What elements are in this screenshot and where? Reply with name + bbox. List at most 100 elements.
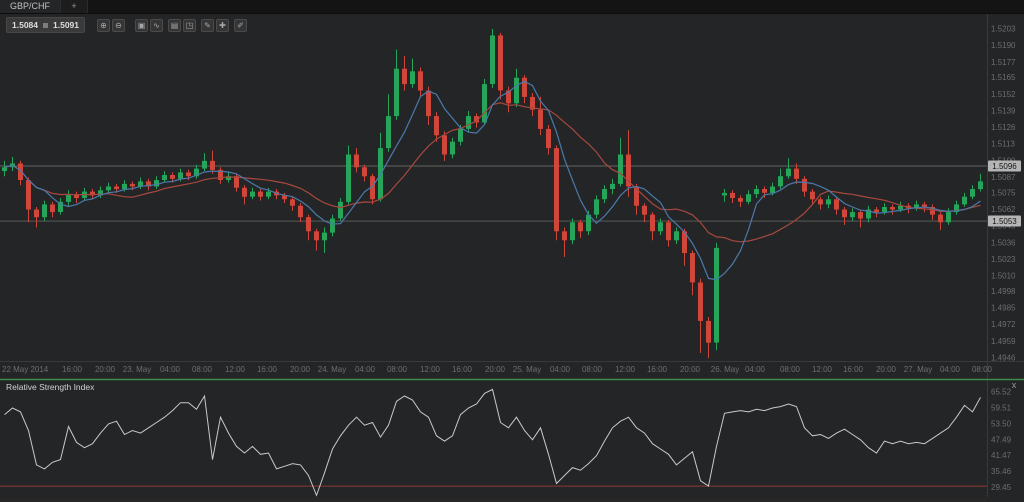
draw-button[interactable]: ✎ (201, 18, 214, 32)
candle-body (42, 204, 47, 218)
candle-body (930, 207, 935, 215)
templates-button[interactable]: ▤ (168, 18, 181, 32)
time-axis-label: 23. May (123, 365, 151, 374)
spread-icon (43, 22, 48, 28)
time-axis-label: 20:00 (290, 365, 311, 374)
candle-body (698, 282, 703, 321)
rsi-axis-label: 59.51 (991, 403, 1012, 412)
candle-body (650, 214, 655, 232)
time-axis[interactable]: 22 May 2014 16:00 20:00 23. May 04:00 08:00 12… (2, 365, 993, 374)
candle-body (570, 222, 575, 241)
candle-body (642, 205, 647, 215)
time-axis-label: 04:00 (745, 365, 766, 374)
candle-body (802, 178, 807, 192)
candle-body (490, 35, 495, 84)
candle-body (74, 194, 79, 198)
price-axis-label: 1.5023 (991, 255, 1016, 264)
tab-gbpchf[interactable]: GBP/CHF (0, 0, 62, 13)
candle-body (450, 141, 455, 155)
candle-body (370, 176, 375, 200)
rsi-close-button[interactable]: x (1011, 380, 1017, 390)
snapshot-button[interactable]: ▣ (135, 18, 148, 32)
time-axis-label: 04:00 (160, 365, 181, 374)
candle-body (26, 180, 31, 210)
chart-frame (0, 13, 1024, 502)
price-axis-label: 1.5113 (991, 140, 1015, 149)
candle-body (754, 189, 759, 195)
candle-body (442, 135, 447, 155)
candle-body (610, 183, 615, 189)
candle-body (250, 191, 255, 197)
rsi-axis-label: 53.50 (991, 419, 1012, 428)
new-tab-button[interactable]: + (61, 0, 89, 13)
price-axis[interactable]: 1.5203 1.5190 1.5177 1.5165 1.5152 1.5139 1.51… (988, 25, 1021, 363)
time-axis-label: 16:00 (62, 365, 83, 374)
candle-body (730, 192, 735, 198)
candle-body (458, 128, 463, 142)
candle-body (658, 222, 663, 232)
time-axis-label: 25. May (513, 365, 541, 374)
time-axis-label: 08:00 (582, 365, 603, 374)
candle-body (474, 116, 479, 123)
time-axis-label: 20:00 (485, 365, 506, 374)
candle-body (418, 71, 423, 91)
candle-body (714, 247, 719, 343)
candle-body (354, 154, 359, 168)
candle-body (386, 116, 391, 149)
candle-body (514, 77, 519, 104)
rsi-panel[interactable]: 65.52 59.51 53.50 47.49 41.47 35.46 29.45 (0, 378, 1024, 497)
indicators-button[interactable]: ∿ (150, 18, 163, 32)
candle-body (722, 192, 727, 196)
candle-body (818, 199, 823, 205)
time-axis-label: 04:00 (940, 365, 961, 374)
candle-body (466, 116, 471, 129)
candle-body (210, 160, 215, 170)
candle-body (122, 183, 127, 189)
time-axis-label: 12:00 (225, 365, 246, 374)
candle-body (114, 186, 119, 190)
candle-body (538, 109, 543, 129)
ma-fast-line (4, 80, 981, 281)
candle-body (34, 209, 39, 218)
price-axis-label: 1.5139 (991, 107, 1016, 116)
bid-price: 1.5084 (12, 20, 38, 30)
candle-body (146, 181, 151, 187)
candle-body (106, 186, 111, 191)
candle-body (666, 222, 671, 241)
price-level-badge-text: 1.5053 (992, 217, 1017, 226)
price-axis-label: 1.5190 (991, 41, 1016, 50)
candle-body (18, 163, 23, 180)
candle-body (746, 194, 751, 202)
price-axis-label: 1.5165 (991, 73, 1016, 82)
candle-body (202, 160, 207, 169)
price-level-badge-text: 1.5096 (992, 162, 1017, 171)
toolbar-buttons: ⊕ ⊖ ▣ ∿ ▤ ◳ ✎ ✚ ✐ (97, 18, 249, 32)
candle-body (426, 90, 431, 117)
candle-body (626, 154, 631, 187)
zoom-in-button[interactable]: ⊕ (97, 18, 110, 32)
moving-averages (4, 80, 981, 281)
zoom-out-button[interactable]: ⊖ (112, 18, 125, 32)
candle-body (922, 204, 927, 207)
candle-body (98, 190, 103, 196)
rsi-panel-title: Relative Strength Index (6, 382, 95, 392)
rsi-axis-label: 29.45 (991, 483, 1012, 492)
price-axis-label: 1.5062 (991, 205, 1016, 214)
time-axis-label: 16:00 (257, 365, 278, 374)
time-axis-label: 12:00 (812, 365, 833, 374)
candle-body (186, 172, 191, 177)
candle-body (178, 172, 183, 179)
price-level-badge (988, 160, 1021, 172)
candle-body (682, 231, 687, 254)
candle-body (546, 128, 551, 149)
annotate-button[interactable]: ✐ (234, 18, 247, 32)
price-level-badge (988, 215, 1021, 227)
candle-body (266, 191, 271, 197)
crosshair-button[interactable]: ✚ (216, 18, 229, 32)
price-level-lines (0, 165, 987, 222)
candle-body (298, 205, 303, 218)
expand-button[interactable]: ◳ (183, 18, 196, 32)
candle-body (770, 186, 775, 193)
candle-body (314, 231, 319, 241)
